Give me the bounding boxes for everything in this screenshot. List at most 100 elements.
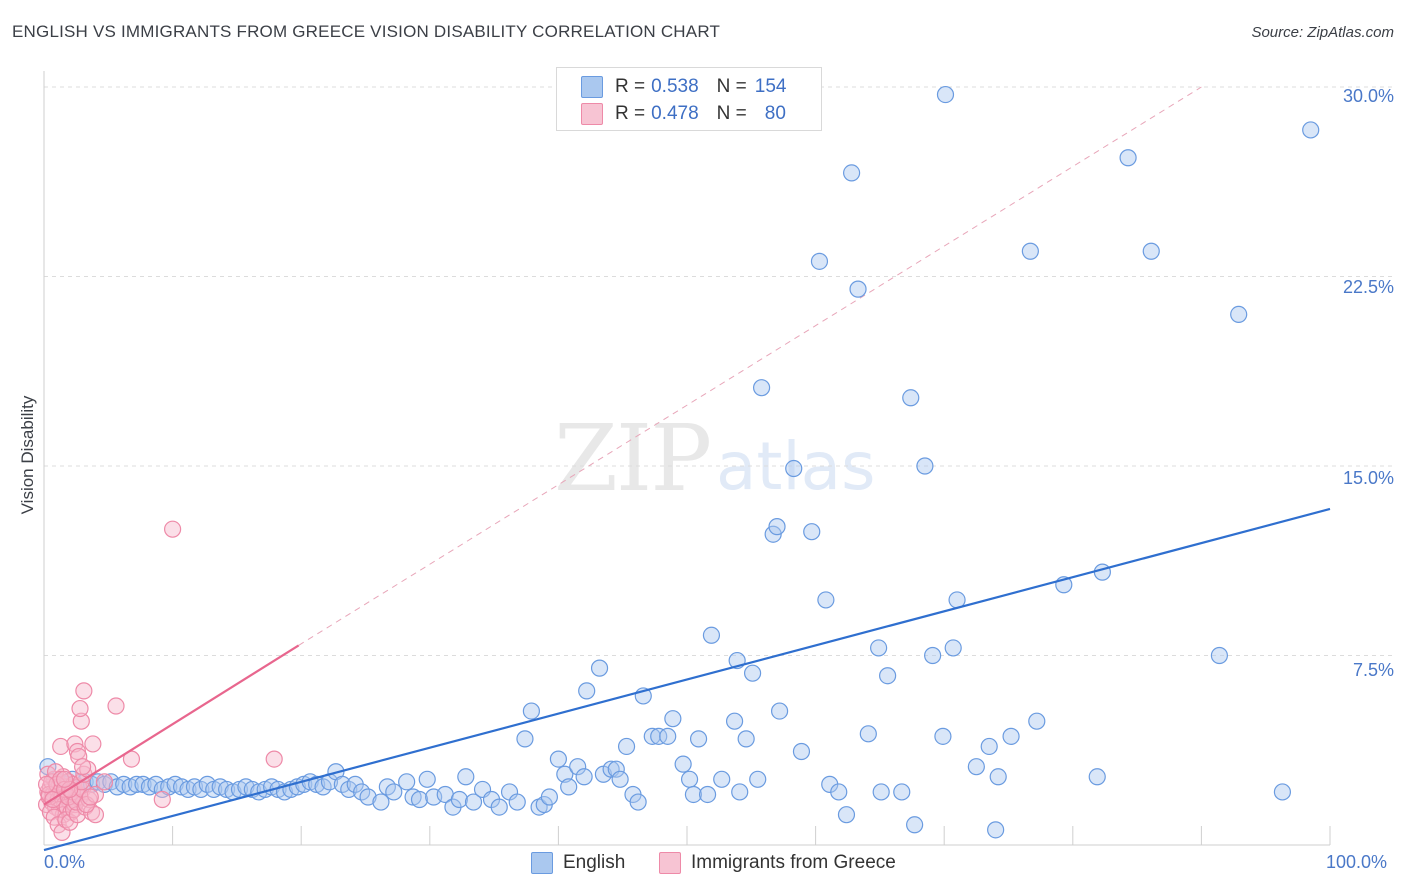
y-tick-label: 22.5%	[1342, 277, 1394, 297]
n-label: N =	[716, 103, 747, 124]
legend-label-english: English	[563, 852, 626, 873]
english-point	[906, 816, 924, 834]
english-point	[1302, 121, 1320, 139]
english-point	[650, 727, 668, 745]
english-swatch	[581, 76, 603, 98]
greece-point	[37, 775, 56, 793]
english-point	[578, 682, 596, 700]
r-label: R =	[615, 76, 646, 97]
source-label: Source: ZipAtlas.com	[1251, 24, 1394, 41]
english-point	[737, 730, 755, 748]
english-point	[902, 389, 920, 407]
english-point	[1002, 727, 1020, 745]
english-point	[870, 639, 888, 657]
legend-item-english[interactable]: English	[531, 852, 625, 874]
english-point	[725, 712, 744, 730]
english-point	[743, 664, 762, 682]
x-tick-label: 100.0%	[1326, 852, 1388, 872]
english-trendline	[43, 507, 1331, 852]
y-tick-label: 30.0%	[1342, 86, 1394, 106]
english-point	[590, 659, 609, 677]
n-label: N =	[716, 76, 747, 97]
english-point	[817, 591, 835, 609]
english-point	[549, 750, 568, 768]
english-point	[916, 457, 934, 475]
english-point	[792, 742, 811, 761]
english-point	[1021, 242, 1039, 260]
chart-title: ENGLISH VS IMMIGRANTS FROM GREECE VISION…	[12, 22, 721, 41]
english-point	[1119, 149, 1137, 167]
english-point	[611, 770, 629, 788]
english-point	[410, 790, 429, 809]
english-point	[989, 768, 1007, 786]
english-point	[698, 785, 717, 804]
english-point	[1028, 712, 1046, 730]
english-point	[522, 702, 540, 720]
english-point	[575, 768, 593, 786]
english-point	[987, 821, 1005, 839]
english-point	[1088, 768, 1106, 786]
english-point	[372, 793, 390, 811]
greece-point	[95, 773, 114, 791]
english-swatch	[531, 852, 553, 874]
english-point	[879, 667, 897, 685]
greece-point	[107, 697, 125, 715]
english-point	[702, 626, 721, 644]
stats-legend: R = 0.538 N = 154 R = 0.478 N = 80	[556, 67, 822, 131]
greece-swatch	[581, 103, 603, 125]
english-point	[359, 788, 377, 806]
english-point	[569, 758, 587, 776]
english-point	[872, 783, 890, 801]
r-value: 0.478	[651, 103, 699, 124]
english-point	[967, 758, 985, 776]
legend-row-greece: R = 0.478 N = 80	[581, 102, 786, 126]
english-point	[689, 730, 708, 748]
greece-point	[70, 747, 88, 766]
watermark-zip: ZIP	[554, 405, 712, 512]
y-axis-label: Vision Disability	[18, 395, 37, 515]
english-point	[560, 778, 578, 796]
english-point	[664, 710, 682, 728]
english-point	[849, 280, 867, 298]
n-value: 154	[754, 76, 787, 97]
n-value: 80	[764, 103, 786, 124]
english-point	[680, 770, 699, 788]
english-point	[385, 783, 403, 801]
greece-point	[164, 520, 182, 538]
english-point	[1230, 305, 1248, 323]
y-tick-label: 7.5%	[1352, 660, 1394, 680]
english-point	[803, 523, 821, 541]
english-point	[540, 788, 558, 806]
greece-point	[73, 758, 92, 776]
legend-label-greece: Immigrants from Greece	[691, 852, 896, 873]
english-point	[398, 773, 416, 791]
english-point	[684, 785, 703, 804]
english-point	[810, 252, 829, 270]
english-point	[674, 755, 692, 773]
english-point	[490, 798, 508, 816]
legend-item-greece[interactable]: Immigrants from Greece	[659, 852, 896, 874]
english-point	[731, 783, 749, 801]
r-value: 0.538	[651, 76, 699, 97]
r-label: R =	[615, 103, 646, 124]
english-point	[837, 806, 856, 824]
english-point	[944, 639, 962, 657]
english-point	[830, 783, 848, 801]
english-point	[934, 727, 952, 745]
english-point	[516, 730, 534, 748]
y-tick-label: 15.0%	[1342, 468, 1394, 488]
english-point	[607, 760, 625, 778]
greece-trendline-extended	[298, 86, 1202, 646]
english-point	[450, 790, 468, 809]
english-point	[659, 727, 677, 745]
english-point	[418, 770, 436, 788]
english-point	[859, 725, 877, 743]
english-point	[629, 793, 647, 811]
english-point	[1273, 783, 1292, 801]
greece-trendline	[43, 644, 300, 806]
english-point	[752, 379, 771, 397]
english-point	[893, 783, 911, 801]
greece-point	[55, 770, 74, 788]
english-point	[127, 775, 146, 793]
